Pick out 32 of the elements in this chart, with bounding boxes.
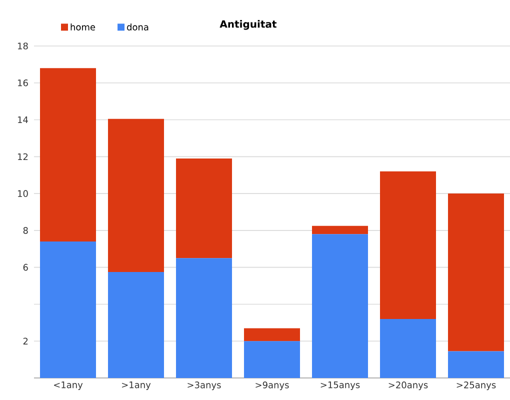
bar <box>40 68 96 242</box>
x-tick-label: >15anys <box>320 382 360 390</box>
bar <box>380 318 436 378</box>
legend-label: dona <box>127 24 148 30</box>
y-tick-label: 14 <box>18 116 28 124</box>
x-tick-label: >1any <box>122 382 151 390</box>
bar <box>312 226 368 234</box>
bar <box>108 118 164 272</box>
x-tick-label: >3anys <box>188 382 221 390</box>
y-tick-label: 6 <box>23 264 28 271</box>
bar <box>176 158 232 258</box>
y-tick-label: 8 <box>23 227 28 234</box>
y-tick-label: 2 <box>23 338 28 344</box>
y-tick-label: 10 <box>18 190 28 197</box>
x-tick-label: <1any <box>54 382 83 390</box>
bar <box>176 258 232 378</box>
chart-title: Antiguitat <box>220 20 277 30</box>
y-tick-label: 18 <box>18 42 28 50</box>
x-tick-label: >9anys <box>256 382 289 390</box>
bar <box>448 351 504 378</box>
bar <box>312 234 368 378</box>
bar <box>448 194 504 352</box>
bar <box>108 272 164 378</box>
x-tick-label: >25anys <box>456 382 496 390</box>
bar <box>40 242 96 378</box>
bar <box>244 341 300 378</box>
y-tick-label: 12 <box>18 153 28 160</box>
bar <box>380 171 436 319</box>
y-tick-label: 16 <box>18 79 28 86</box>
x-tick-label: >20anys <box>388 382 428 390</box>
legend-label: home <box>70 24 96 30</box>
bar <box>244 328 300 342</box>
